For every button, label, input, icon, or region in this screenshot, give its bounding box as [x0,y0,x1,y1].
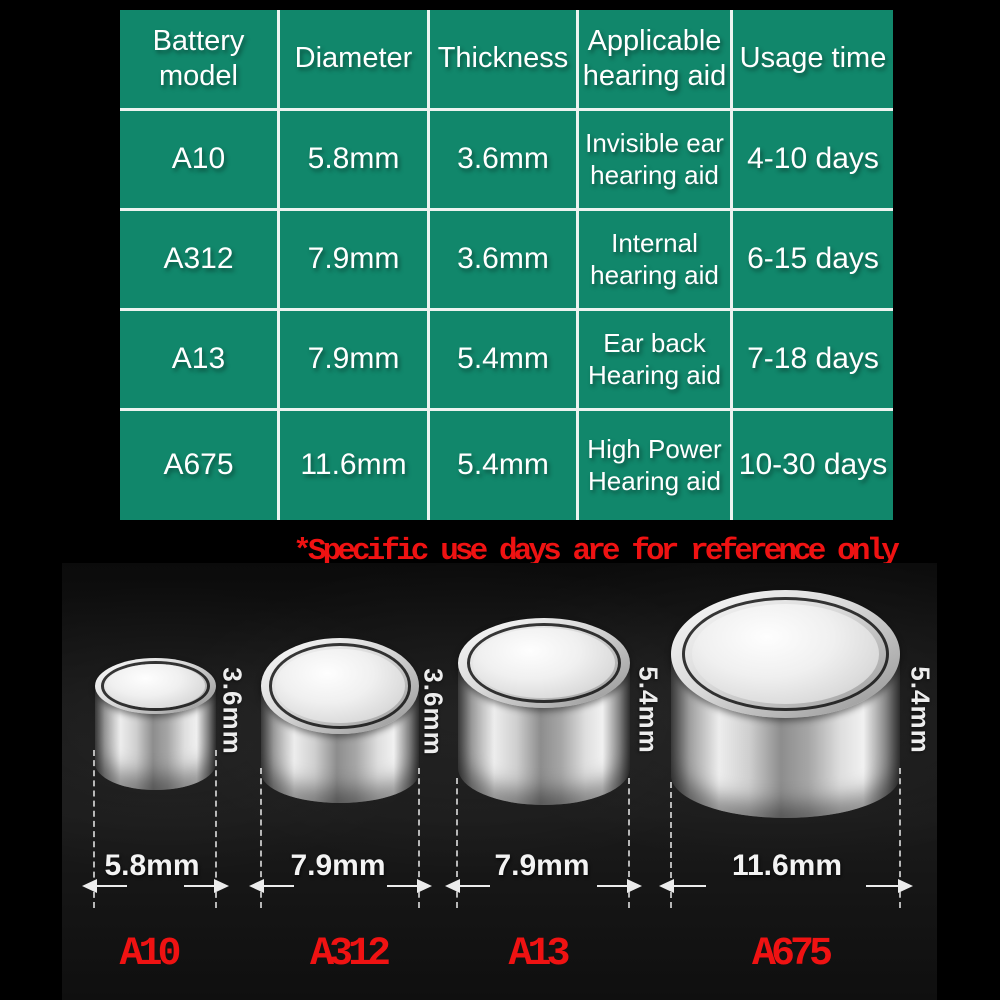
table-cell-usage: 4-10 days [733,111,893,208]
diameter-label: 7.9mm [290,849,386,882]
battery-seal-ring [466,622,622,704]
battery-seal-ring [682,597,889,711]
table-cell-diameter: 7.9mm [280,211,427,308]
table-cell-thickness: 5.4mm [430,311,576,408]
battery-top-face [691,604,880,704]
battery-figure-a13 [427,591,661,832]
thickness-label: 3.6mm [418,668,449,755]
extension-line-right [628,778,630,908]
table-cell-diameter: 5.8mm [280,111,427,208]
thickness-label: 5.4mm [905,666,936,754]
arrow-right-icon [597,885,627,887]
arrow-left-icon [264,885,294,887]
battery-seal-ring [268,643,412,729]
spec-table: Battery model Diameter Thickness Applica… [120,10,893,520]
table-cell-model: A312 [120,211,277,308]
battery-cap [458,618,630,708]
header-battery-model: Battery model [120,10,277,108]
arrow-right-icon [866,885,898,887]
arrow-left-icon [674,885,706,887]
table-cell-model: A675 [120,411,277,520]
battery-figure-a675 [629,558,942,850]
table-cell-aid: Invisible ear hearing aid [579,111,730,208]
table-cell-model: A13 [120,311,277,408]
table-cell-diameter: 7.9mm [280,311,427,408]
extension-line-right [418,768,420,908]
diameter-label: 11.6mm [731,849,843,882]
battery-name-label: A675 [751,932,833,977]
header-thickness: Thickness [430,10,576,108]
battery-name-label: A312 [309,932,391,977]
extension-line-left [260,768,262,908]
table-cell-aid: High Power Hearing aid [579,411,730,520]
diameter-label: 7.9mm [494,849,590,882]
extension-line-left [456,778,458,908]
table-cell-aid: Ear back Hearing aid [579,311,730,408]
table-cell-usage: 7-18 days [733,311,893,408]
header-diameter: Diameter [280,10,427,108]
thickness-label: 5.4mm [633,666,664,753]
arrow-right-icon [184,885,214,887]
table-cell-diameter: 11.6mm [280,411,427,520]
extension-line-right [899,768,901,908]
arrow-right-icon [387,885,417,887]
extension-line-left [93,750,95,908]
arrow-left-icon [97,885,127,887]
battery-figure-a312 [232,614,448,827]
diameter-label: 5.8mm [104,849,200,882]
table-cell-thickness: 3.6mm [430,111,576,208]
battery-name-label: A13 [508,932,570,977]
battery-cap [95,658,216,714]
table-cell-usage: 10-30 days [733,411,893,520]
battery-top-face [275,648,405,724]
battery-figure-a10 [73,639,238,809]
table-cell-thickness: 3.6mm [430,211,576,308]
header-usage-time: Usage time [733,10,893,108]
battery-cap [671,590,900,718]
battery-top-face [105,664,206,708]
battery-top-face [473,627,615,699]
thickness-label: 3.6mm [217,667,248,754]
extension-line-left [670,782,672,908]
header-applicable: Applicable hearing aid [579,10,730,108]
table-cell-model: A10 [120,111,277,208]
battery-cap [261,638,419,734]
battery-seal-ring [101,661,210,711]
table-cell-thickness: 5.4mm [430,411,576,520]
arrow-left-icon [460,885,490,887]
extension-line-right [215,750,217,908]
table-cell-aid: Internal hearing aid [579,211,730,308]
table-cell-usage: 6-15 days [733,211,893,308]
battery-name-label: A10 [119,932,181,977]
